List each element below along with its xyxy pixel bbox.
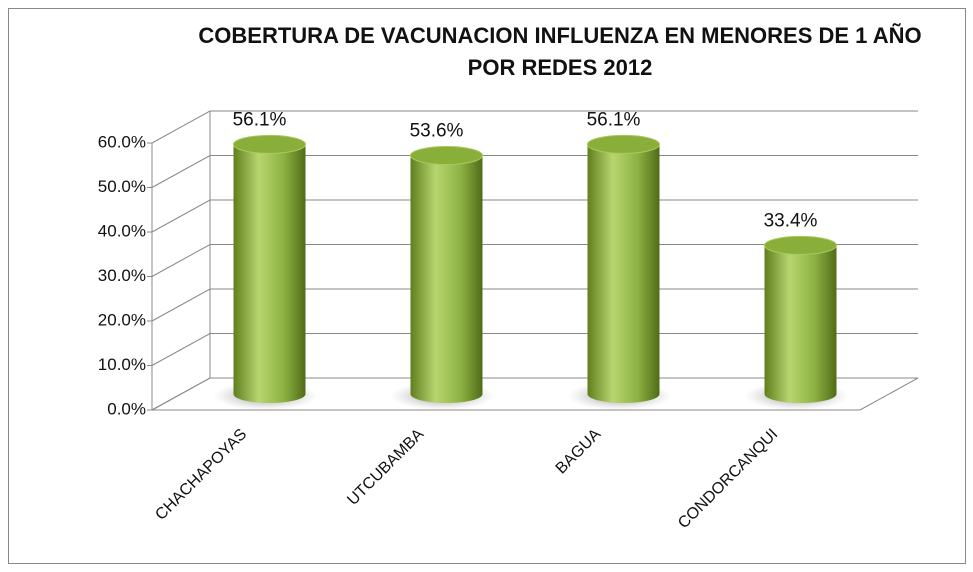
value-label: 53.6% xyxy=(410,120,464,141)
bar xyxy=(233,144,306,404)
grid-line xyxy=(151,199,918,233)
grid-line xyxy=(151,288,918,322)
bar-top xyxy=(764,235,837,255)
bar-top xyxy=(233,134,306,154)
y-tick-label: 30.0% xyxy=(98,266,146,285)
chart-title: COBERTURA DE VACUNACION INFLUENZA EN MEN… xyxy=(198,23,922,80)
chart-frame xyxy=(8,8,966,564)
grid-line xyxy=(151,110,918,144)
bar xyxy=(410,155,483,403)
x-tick-label: CONDORCANQUI xyxy=(675,426,781,532)
bar-top xyxy=(410,145,483,165)
bar xyxy=(764,245,837,403)
x-tick-label: UTCUBAMBA xyxy=(344,426,427,509)
value-label: 56.1% xyxy=(587,109,641,130)
x-tick-label: CHACHAPOYAS xyxy=(152,426,250,524)
y-tick-label: 40.0% xyxy=(98,221,146,240)
y-tick-label: 50.0% xyxy=(98,177,146,196)
grid-line xyxy=(151,333,918,366)
y-tick-label: 10.0% xyxy=(98,355,146,374)
bar-top xyxy=(587,134,660,154)
bar xyxy=(587,144,660,404)
x-tick-label: BAGUA xyxy=(553,426,605,478)
y-tick-label: 60.0% xyxy=(98,132,146,151)
value-label: 56.1% xyxy=(233,109,287,130)
y-tick-label: 20.0% xyxy=(98,310,146,329)
grid-line xyxy=(151,155,918,188)
grid-line xyxy=(151,377,918,411)
y-tick-label: 0.0% xyxy=(107,399,146,418)
value-label: 33.4% xyxy=(764,210,818,231)
grid-line xyxy=(151,244,918,277)
